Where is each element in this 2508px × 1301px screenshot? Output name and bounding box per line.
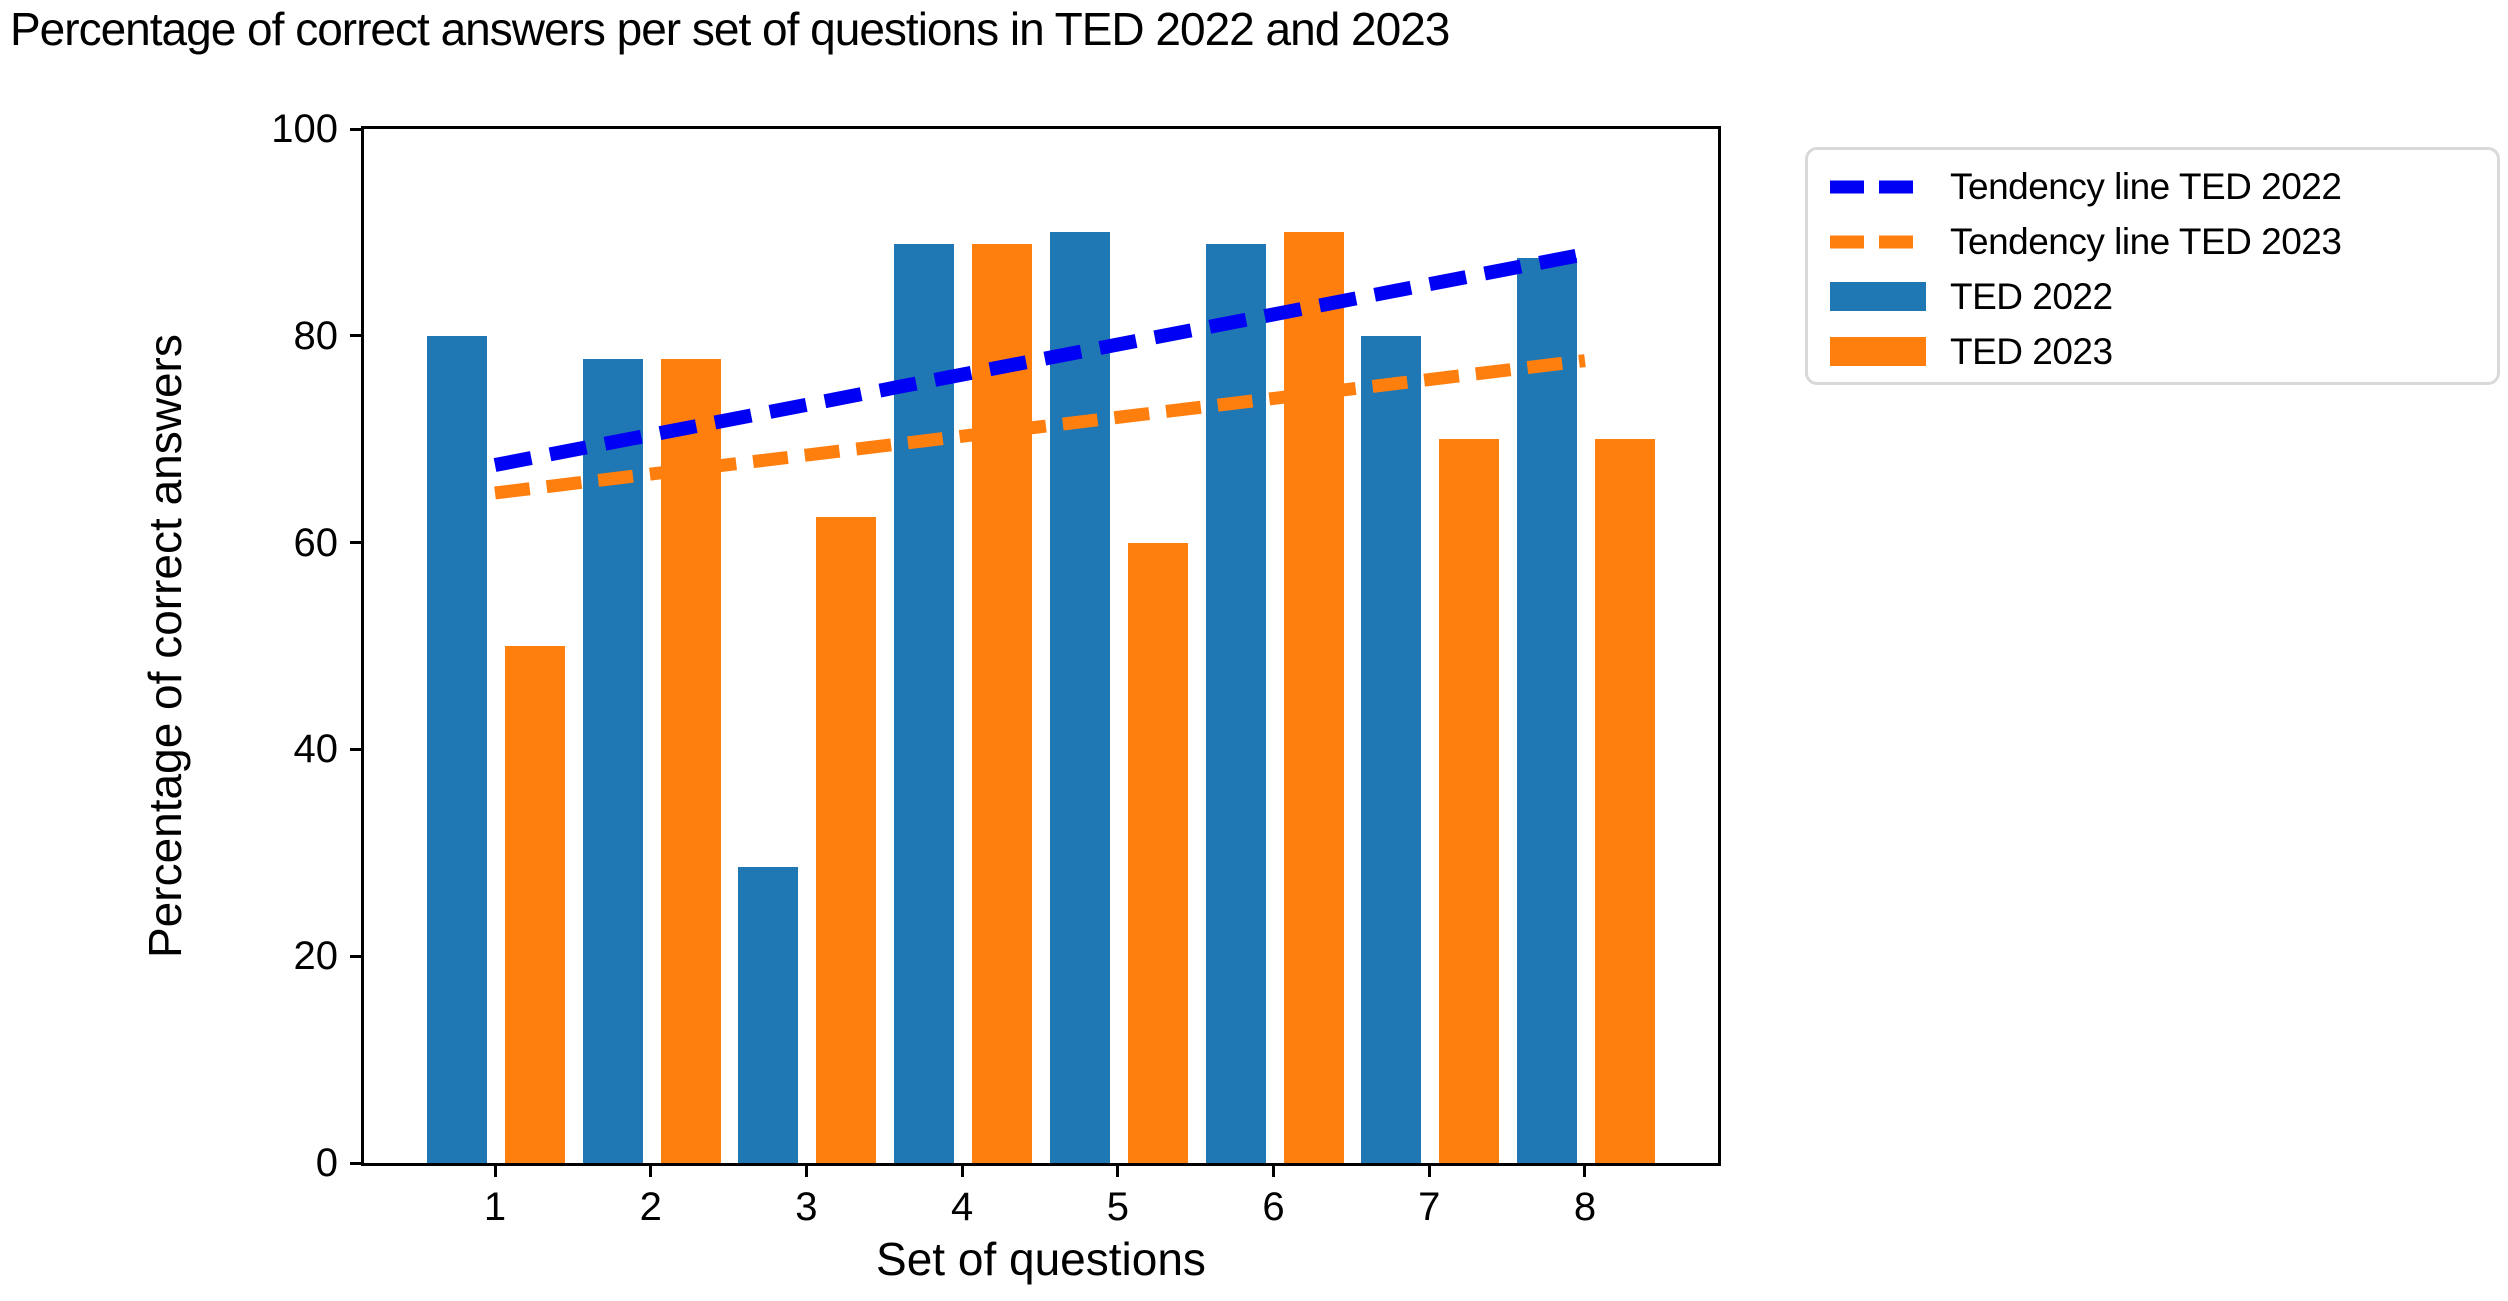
- x-tick-label: 6: [1262, 1185, 1285, 1229]
- legend-label: TED 2022: [1950, 275, 2113, 317]
- bar-ted2023-set7: [1439, 439, 1500, 1163]
- legend-rect-swatch: [1830, 337, 1926, 366]
- bar-ted2022-set7: [1361, 335, 1422, 1163]
- y-tick-mark: [350, 127, 364, 131]
- legend-rect-swatch: [1830, 282, 1926, 311]
- bar-ted2023-set2: [660, 358, 721, 1163]
- x-tick-mark: [493, 1163, 497, 1177]
- legend-label: Tendency line TED 2022: [1950, 165, 2342, 207]
- x-tick-mark: [1583, 1163, 1587, 1177]
- y-tick-mark: [350, 1161, 364, 1165]
- bar-ted2023-set8: [1594, 439, 1655, 1163]
- bar-ted2022-set1: [427, 335, 487, 1163]
- y-tick-label: 0: [315, 1141, 338, 1185]
- legend-label: TED 2023: [1950, 330, 2113, 372]
- legend-item-tendency-line-ted-2022: Tendency line TED 2022: [1830, 159, 2497, 214]
- bar-ted2022-set4: [894, 243, 955, 1163]
- x-tick-label: 5: [1106, 1185, 1129, 1229]
- y-tick-label: 40: [293, 727, 339, 772]
- legend-item-tendency-line-ted-2023: Tendency line TED 2023: [1830, 214, 2497, 269]
- trend-line-tendency-line-ted-2022: [493, 247, 1587, 472]
- y-tick-mark: [350, 747, 364, 751]
- y-tick-mark: [350, 334, 364, 338]
- x-tick-label: 4: [951, 1185, 974, 1229]
- x-tick-label: 1: [483, 1185, 507, 1229]
- legend: Tendency line TED 2022 Tendency line TED …: [1805, 147, 2500, 385]
- y-tick-label: 60: [293, 520, 339, 565]
- bar-ted2023-set4: [972, 243, 1033, 1163]
- trend-line-tendency-line-ted-2023: [494, 354, 1586, 500]
- legend-item-ted-2022: TED 2022: [1830, 269, 2497, 324]
- legend-dashed-line-swatch: [1830, 179, 1926, 195]
- legend-label: Tendency line TED 2023: [1950, 220, 2342, 262]
- bar-ted2022-set2: [582, 358, 643, 1163]
- plot-area: [364, 129, 1718, 1163]
- legend-dashed-line-swatch: [1830, 234, 1926, 250]
- x-tick-mark: [804, 1163, 808, 1177]
- x-tick-label: 7: [1418, 1185, 1441, 1229]
- x-tick-mark: [960, 1163, 964, 1177]
- x-tick-mark: [1116, 1163, 1120, 1177]
- x-axis-label: Set of questions: [876, 1233, 1206, 1285]
- x-tick-mark: [1427, 1163, 1431, 1177]
- bar-ted2022-set8: [1516, 258, 1577, 1163]
- chart-title: Percentage of correct answers per set of…: [10, 3, 1450, 55]
- bar-ted2023-set5: [1127, 542, 1188, 1163]
- plot-frame: [361, 126, 1721, 1166]
- legend-item-ted-2023: TED 2023: [1830, 324, 2497, 379]
- y-tick-mark: [350, 954, 364, 958]
- y-tick-label: 20: [293, 934, 339, 979]
- x-tick-label: 2: [639, 1185, 662, 1229]
- x-tick-mark: [649, 1163, 653, 1177]
- trend-lines-layer: [493, 247, 1587, 500]
- bar-ted2023-set1: [505, 646, 565, 1163]
- x-tick-mark: [1272, 1163, 1276, 1177]
- y-tick-label: 100: [271, 107, 338, 151]
- y-tick-mark: [350, 541, 364, 545]
- y-tick-label: 80: [293, 313, 339, 358]
- bar-ted2022-set5: [1049, 232, 1110, 1163]
- y-axis-label: Percentage of correct answers: [139, 334, 191, 958]
- x-tick-label: 8: [1573, 1185, 1597, 1229]
- bar-ted2023-set3: [816, 516, 877, 1163]
- x-tick-label: 3: [795, 1185, 818, 1229]
- bar-ted2022-set3: [738, 867, 799, 1163]
